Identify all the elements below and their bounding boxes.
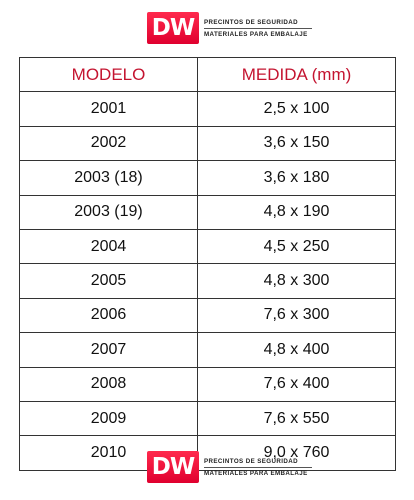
table-row: 2002 3,6 x 150 [19,125,396,162]
model-cell: 2005 [19,263,198,299]
brand-line-2: MATERIALES PARA EMBALAJE [204,30,308,38]
model-cell: 2007 [19,332,198,368]
brand-logo-bottom: DW PRECINTOS DE SEGURIDAD MATERIALES PAR… [147,451,347,483]
model-cell: 2003 (19) [19,194,198,230]
size-cell: 2,5 x 100 [197,91,396,127]
size-cell: 3,6 x 150 [197,125,396,162]
model-cell: 2002 [19,125,198,162]
size-cell: 4,8 x 190 [197,194,396,230]
size-cell: 4,5 x 250 [197,228,396,265]
brand-badge: DW [147,12,199,44]
brand-badge: DW [147,451,199,483]
size-cell: 7,6 x 400 [197,366,396,402]
size-cell: 7,6 x 550 [197,400,396,437]
table-row: 2007 4,8 x 400 [19,332,396,368]
model-size-table: MODELO MEDIDA (mm) 2001 2,5 x 100 2002 3,6… [19,56,396,471]
brand-line-1: PRECINTOS DE SEGURIDAD [204,18,298,26]
size-cell: 9,0 x 760 [197,435,396,471]
model-cell: 2003 (18) [19,160,198,196]
table-row: 2008 7,6 x 400 [19,366,396,402]
brand-divider [204,27,312,29]
model-cell: 2008 [19,366,198,402]
model-cell: 2004 [19,228,198,265]
column-header-modelo: MODELO [19,56,198,93]
table-row: 2004 4,5 x 250 [19,228,396,265]
table-row: 2001 2,5 x 100 [19,91,396,127]
brand-text: PRECINTOS DE SEGURIDAD MATERIALES PARA E… [204,451,312,483]
model-cell: 2009 [19,400,198,437]
brand-text: PRECINTOS DE SEGURIDAD MATERIALES PARA E… [204,12,312,44]
table-row: 2009 7,6 x 550 [19,400,396,437]
brand-line-1: PRECINTOS DE SEGURIDAD [204,457,298,465]
table-header-row: MODELO MEDIDA (mm) [19,56,396,93]
brand-line-2: MATERIALES PARA EMBALAJE [204,469,308,477]
brand-divider [204,466,312,468]
table-row: 2003 (18) 3,6 x 180 [19,160,396,196]
table-row: 2005 4,8 x 300 [19,263,396,299]
size-cell: 4,8 x 300 [197,263,396,299]
size-cell: 3,6 x 180 [197,160,396,196]
model-cell: 2001 [19,91,198,127]
table-row: 2006 7,6 x 300 [19,297,396,334]
brand-logo-top: DW PRECINTOS DE SEGURIDAD MATERIALES PAR… [147,12,347,44]
size-cell: 4,8 x 400 [197,332,396,368]
column-header-medida: MEDIDA (mm) [197,56,396,93]
table-row: 2003 (19) 4,8 x 190 [19,194,396,230]
model-cell: 2006 [19,297,198,334]
size-cell: 7,6 x 300 [197,297,396,334]
